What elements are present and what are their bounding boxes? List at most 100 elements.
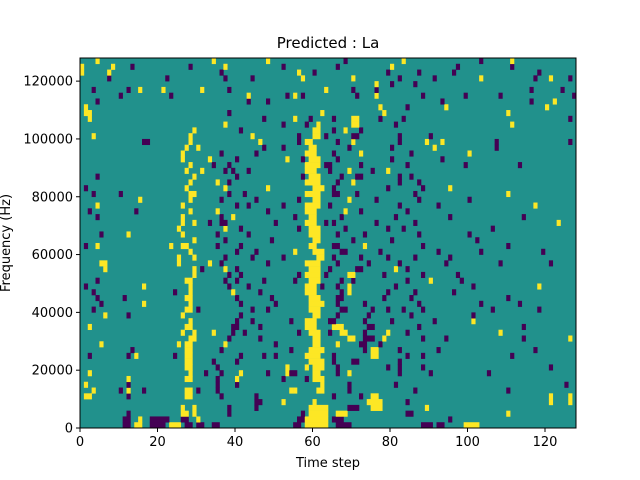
- heatmap-cell: [397, 358, 402, 365]
- heatmap-cell: [215, 179, 220, 186]
- heatmap-cell: [95, 277, 100, 284]
- y-tick-label: 60000: [32, 248, 73, 263]
- heatmap-cell: [568, 399, 573, 406]
- heatmap-cell: [99, 260, 108, 267]
- heatmap-cell: [173, 289, 178, 296]
- heatmap-cell: [223, 167, 228, 174]
- chart-title: Predicted : La: [277, 34, 380, 52]
- heatmap-cell: [188, 318, 193, 325]
- heatmap-cell: [173, 352, 178, 359]
- heatmap-cell: [417, 300, 422, 307]
- heatmap-cell: [293, 422, 302, 429]
- heatmap-cell: [494, 144, 499, 151]
- heatmap-cell: [126, 387, 131, 394]
- heatmap-cell: [312, 248, 325, 255]
- heatmap-cell: [401, 306, 406, 313]
- heatmap-cell: [421, 306, 426, 313]
- heatmap-cell: [335, 370, 340, 377]
- heatmap-cell: [463, 162, 468, 169]
- heatmap-cell: [188, 138, 193, 146]
- heatmap-cell: [254, 150, 259, 157]
- heatmap-cell: [413, 254, 418, 261]
- heatmap-cell: [111, 63, 116, 70]
- heatmap-cell: [95, 214, 100, 221]
- heatmap-cell: [196, 387, 201, 394]
- heatmap-cell: [184, 352, 193, 359]
- heatmap-cell: [362, 335, 375, 342]
- heatmap-cell: [122, 422, 131, 429]
- heatmap-cell: [320, 381, 325, 388]
- heatmap-cell: [215, 375, 220, 383]
- heatmap-cell: [254, 196, 259, 203]
- heatmap-cell: [529, 98, 534, 105]
- heatmap-cell: [413, 219, 418, 226]
- heatmap-cell: [250, 75, 255, 82]
- heatmap-cell: [304, 208, 317, 215]
- heatmap-cell: [335, 156, 340, 163]
- heatmap-cell: [285, 364, 290, 371]
- heatmap-cell: [227, 404, 232, 411]
- heatmap-cell: [568, 115, 573, 122]
- heatmap-cell: [262, 144, 267, 151]
- heatmap-cell: [572, 92, 577, 99]
- heatmap-cell: [374, 196, 379, 203]
- heatmap-cell: [308, 306, 321, 313]
- heatmap-cell: [452, 69, 457, 76]
- heatmap-cell: [200, 167, 205, 174]
- heatmap-cell: [440, 98, 445, 105]
- heatmap-cell: [266, 98, 271, 105]
- heatmap-cell: [304, 289, 317, 296]
- heatmap-cell: [506, 243, 511, 250]
- heatmap-cell: [188, 190, 197, 198]
- heatmap-cell: [180, 231, 185, 238]
- heatmap-cell: [370, 352, 379, 359]
- heatmap-cell: [405, 277, 410, 284]
- heatmap-cell: [362, 329, 368, 336]
- heatmap-cell: [196, 306, 201, 313]
- heatmap-cell: [331, 243, 340, 250]
- heatmap-cell: [331, 190, 340, 198]
- heatmap-cell: [421, 352, 426, 359]
- heatmap-cell: [184, 347, 193, 354]
- heatmap-cell: [254, 399, 263, 406]
- heatmap-cell: [196, 422, 205, 429]
- heatmap-cell: [339, 289, 344, 296]
- heatmap-cell: [479, 248, 484, 255]
- heatmap-cell: [366, 312, 371, 319]
- y-axis: 0 20000 40000 60000 80000 100000 120000: [23, 75, 80, 437]
- heatmap-cell: [548, 75, 554, 82]
- heatmap-cell: [126, 86, 131, 93]
- heatmap-cell: [370, 167, 375, 174]
- heatmap-cell: [297, 225, 302, 232]
- heatmap-cell: [227, 86, 232, 93]
- heatmap-cell: [386, 306, 391, 313]
- heatmap-cell: [192, 329, 197, 336]
- heatmap-cell: [293, 115, 298, 122]
- heatmap-cell: [223, 341, 228, 348]
- heatmap-cell: [184, 295, 193, 302]
- heatmap-cell: [343, 208, 348, 215]
- heatmap-cell: [293, 248, 298, 255]
- heatmap-cell: [266, 260, 271, 267]
- heatmap-cell: [188, 208, 193, 215]
- heatmap-cell: [184, 185, 189, 192]
- heatmap-cell: [231, 214, 236, 221]
- heatmap-cell: [184, 364, 193, 371]
- heatmap-cell: [242, 190, 247, 198]
- heatmap-cell: [374, 92, 379, 99]
- heatmap-cell: [498, 92, 503, 99]
- heatmap-cell: [273, 352, 278, 359]
- heatmap-cell: [103, 266, 108, 273]
- heatmap-cell: [95, 295, 100, 302]
- heatmap-cell: [238, 225, 244, 232]
- heatmap-cell: [285, 156, 290, 163]
- heatmap-cell: [335, 410, 348, 417]
- y-tick-label: 120000: [23, 75, 73, 90]
- heatmap-cell: [118, 387, 123, 394]
- heatmap-cell: [312, 127, 321, 134]
- heatmap-cell: [432, 318, 437, 325]
- y-tick-label: 40000: [32, 306, 73, 321]
- heatmap-cell: [475, 237, 480, 244]
- heatmap-cell: [506, 410, 511, 417]
- heatmap-cell: [448, 185, 453, 192]
